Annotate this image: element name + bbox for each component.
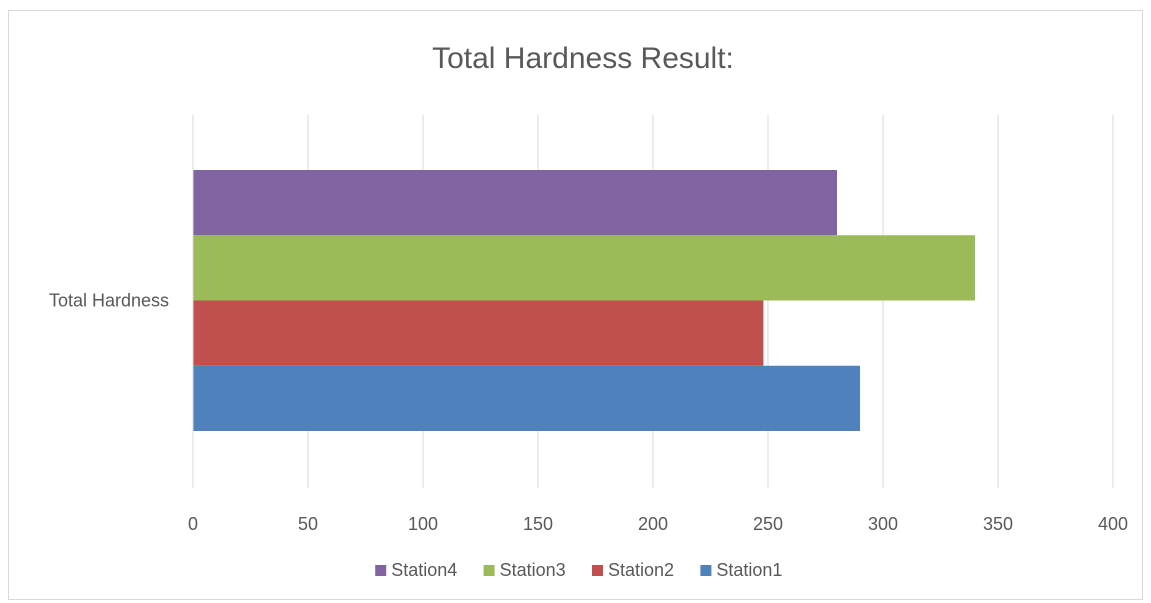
legend-label-station2: Station2 — [608, 560, 674, 580]
chart-title: Total Hardness Result: — [432, 42, 734, 75]
bars — [193, 170, 975, 431]
bar-station2 — [193, 300, 764, 366]
category-label: Total Hardness — [49, 291, 169, 311]
legend-swatch-station3 — [483, 565, 495, 576]
x-tick-label: 350 — [983, 514, 1013, 534]
legend-label-station4: Station4 — [391, 560, 457, 580]
legend: Station4 Station3 Station2 Station1 — [375, 560, 782, 580]
legend-swatch-station1 — [700, 565, 712, 576]
x-tick-label: 300 — [868, 514, 898, 534]
bar-station1 — [193, 365, 860, 431]
x-tick-labels: 0 50 100 150 200 250 300 350 400 — [188, 514, 1128, 534]
x-tick-label: 100 — [408, 514, 438, 534]
bar-station3 — [193, 235, 975, 301]
legend-label-station3: Station3 — [500, 560, 566, 580]
bar-station4 — [193, 170, 837, 236]
category-labels: Total Hardness — [49, 291, 169, 311]
x-tick-label: 400 — [1098, 514, 1128, 534]
legend-label-station1: Station1 — [716, 560, 782, 580]
x-tick-label: 250 — [753, 514, 783, 534]
legend-swatch-station2 — [592, 565, 603, 576]
x-tick-label: 0 — [188, 514, 198, 534]
x-tick-label: 50 — [298, 514, 318, 534]
x-tick-label: 150 — [523, 514, 553, 534]
x-tick-label: 200 — [638, 514, 668, 534]
legend-swatch-station4 — [375, 565, 387, 576]
